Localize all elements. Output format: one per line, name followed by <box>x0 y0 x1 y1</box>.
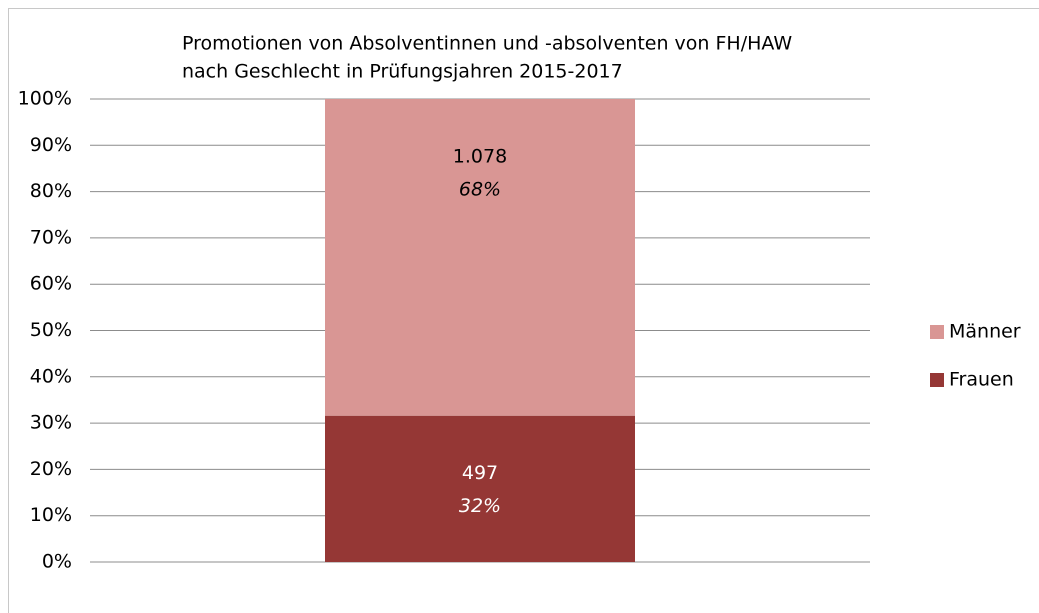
count-label: 497 <box>462 462 498 484</box>
chart-title-line: nach Geschlecht in Prüfungsjahren 2015-2… <box>182 61 623 83</box>
chart-title-line: Promotionen von Absolventinnen und -abso… <box>182 33 792 55</box>
y-tick-label: 0% <box>42 551 72 573</box>
y-tick-label: 30% <box>30 412 72 434</box>
y-tick-label: 90% <box>30 134 72 156</box>
bar-segment <box>325 99 635 416</box>
value-label: 32% <box>459 495 501 517</box>
legend-swatch <box>930 325 944 339</box>
y-tick-label: 40% <box>30 365 72 387</box>
legend-label: Frauen <box>949 369 1014 391</box>
legend-label: Männer <box>949 321 1021 343</box>
y-tick-label: 60% <box>30 273 72 295</box>
y-tick-label: 10% <box>30 504 72 526</box>
y-tick-label: 20% <box>30 458 72 480</box>
legend-swatch <box>930 373 944 387</box>
y-tick-label: 100% <box>18 88 72 110</box>
y-tick-label: 80% <box>30 180 72 202</box>
y-tick-label: 50% <box>30 319 72 341</box>
count-label: 1.078 <box>453 146 507 168</box>
y-tick-label: 70% <box>30 226 72 248</box>
bar-segment <box>325 415 635 562</box>
value-label: 68% <box>459 179 501 201</box>
